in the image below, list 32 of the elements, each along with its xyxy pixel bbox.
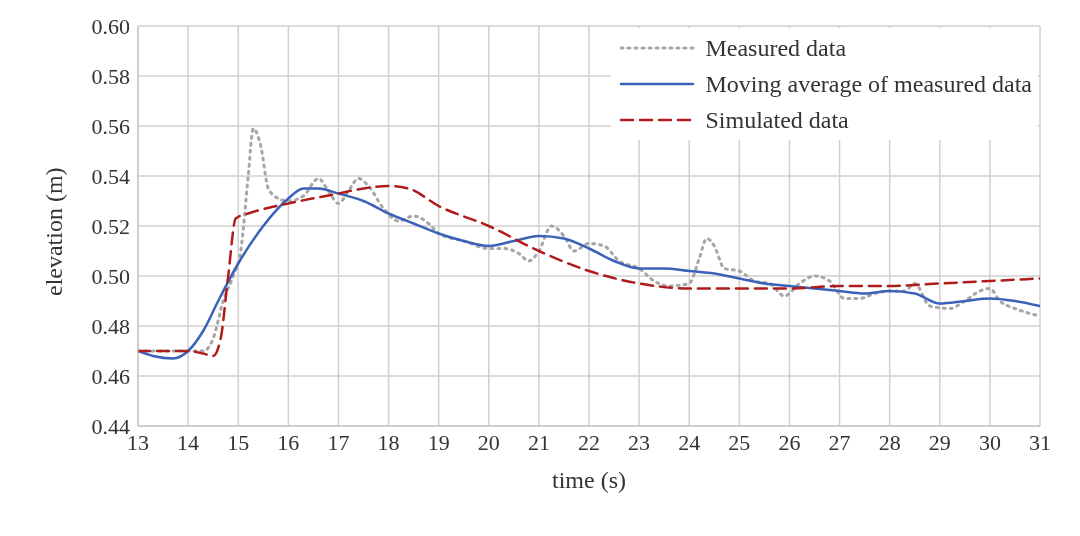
x-tick-label: 24 xyxy=(678,429,701,455)
x-tick-label: 20 xyxy=(477,429,500,455)
x-tick-label: 26 xyxy=(778,429,801,455)
legend-label: Moving average of measured data xyxy=(705,70,1032,98)
x-tick-label: 31 xyxy=(1029,429,1051,455)
y-tick-label: 0.46 xyxy=(91,363,130,389)
x-axis-title: time (s) xyxy=(552,467,626,493)
x-tick-label: 28 xyxy=(878,429,901,455)
y-tick-label: 0.50 xyxy=(91,263,130,289)
y-tick-label: 0.58 xyxy=(91,63,130,89)
y-tick-label: 0.44 xyxy=(91,413,130,439)
y-tick-label: 0.54 xyxy=(91,163,130,189)
x-tick-label: 23 xyxy=(628,429,651,455)
legend-label: Measured data xyxy=(705,34,847,62)
y-tick-label: 0.52 xyxy=(91,213,130,239)
x-tick-label: 30 xyxy=(978,429,1001,455)
y-tick-label: 0.56 xyxy=(91,113,130,139)
x-tick-label: 19 xyxy=(427,429,450,455)
x-tick-label: 22 xyxy=(578,429,600,455)
x-tick-label: 25 xyxy=(728,429,751,455)
x-tick-label: 27 xyxy=(828,429,851,455)
x-tick-label: 17 xyxy=(327,429,350,455)
x-tick-label: 29 xyxy=(928,429,951,455)
x-tick-label: 16 xyxy=(277,429,300,455)
legend-label: Simulated data xyxy=(705,106,849,134)
y-tick-label: 0.48 xyxy=(91,313,130,339)
x-tick-label: 15 xyxy=(227,429,250,455)
y-axis-title: elevation (m) xyxy=(40,167,67,296)
y-tick-label: 0.60 xyxy=(91,13,130,39)
x-tick-label: 14 xyxy=(177,429,200,455)
x-tick-label: 21 xyxy=(527,429,550,455)
x-tick-label: 18 xyxy=(377,429,400,455)
